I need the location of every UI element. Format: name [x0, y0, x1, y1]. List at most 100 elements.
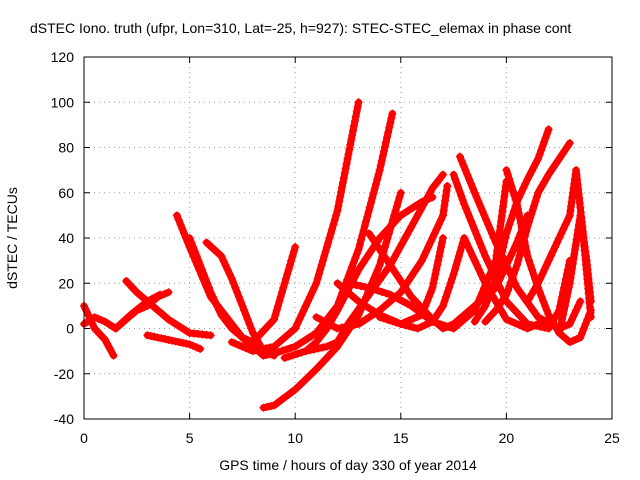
data-point	[392, 318, 401, 327]
data-point	[310, 283, 319, 292]
series-4	[143, 331, 205, 353]
data-point	[143, 331, 152, 340]
data-point	[346, 321, 355, 330]
data-point	[449, 170, 458, 179]
data-point	[440, 201, 449, 210]
data-point	[417, 256, 426, 265]
data-point	[342, 159, 351, 168]
data-point	[391, 206, 400, 215]
data-point	[579, 324, 588, 333]
data-point	[282, 345, 291, 354]
data-point	[509, 187, 517, 196]
data-point	[318, 256, 327, 265]
data-point	[500, 311, 509, 320]
data-point	[285, 261, 294, 270]
data-point	[540, 265, 549, 274]
data-point	[500, 192, 509, 201]
data-point	[492, 270, 501, 279]
data-point	[573, 230, 582, 239]
data-point	[482, 215, 491, 224]
data-point	[245, 345, 254, 354]
data-point	[324, 319, 333, 328]
data-point	[510, 319, 519, 328]
data-point	[568, 259, 577, 268]
data-point	[275, 297, 284, 306]
data-point	[393, 248, 402, 257]
data-point	[560, 301, 569, 310]
data-point	[497, 217, 506, 226]
data-point	[420, 252, 429, 261]
data-point	[576, 297, 585, 306]
data-point	[474, 234, 483, 243]
data-point	[384, 128, 393, 137]
data-point	[540, 323, 549, 332]
data-point	[349, 258, 358, 267]
data-point	[332, 211, 341, 220]
data-point	[565, 279, 574, 288]
data-point	[400, 235, 409, 244]
data-point	[495, 261, 504, 270]
data-point	[316, 265, 325, 274]
chart-title: dSTEC Iono. truth (ufpr, Lon=310, Lat=-2…	[30, 20, 571, 36]
data-point	[354, 98, 363, 107]
data-point	[187, 238, 196, 247]
data-point	[356, 281, 365, 290]
data-point	[495, 226, 504, 235]
data-point	[293, 349, 302, 358]
y-tick-label: 100	[51, 94, 75, 110]
data-point	[192, 343, 201, 352]
data-point	[506, 277, 515, 286]
data-point	[529, 162, 538, 171]
data-point	[470, 256, 479, 265]
data-point	[570, 250, 579, 259]
data-point	[417, 322, 426, 331]
data-point	[160, 335, 169, 344]
data-point	[501, 234, 510, 242]
data-point	[346, 267, 355, 276]
data-point	[503, 170, 512, 179]
data-point	[457, 243, 466, 252]
data-point	[537, 292, 546, 301]
data-point	[348, 262, 357, 271]
y-tick-label: 60	[58, 185, 74, 201]
data-point	[376, 161, 385, 170]
data-point	[519, 233, 528, 242]
data-point	[490, 295, 499, 304]
data-point	[571, 240, 580, 249]
data-point	[428, 283, 437, 292]
data-point	[305, 372, 314, 381]
data-point	[576, 211, 585, 220]
data-point	[313, 274, 322, 283]
data-point	[322, 342, 331, 351]
data-point	[514, 256, 523, 265]
data-point	[338, 178, 347, 187]
data-point	[388, 317, 397, 326]
data-point	[548, 247, 557, 256]
data-point	[538, 270, 547, 279]
data-point	[157, 334, 166, 343]
data-point	[394, 295, 403, 304]
data-point	[272, 306, 281, 315]
data-point	[498, 247, 507, 256]
data-point	[434, 256, 443, 265]
data-point	[496, 221, 505, 230]
data-point	[382, 289, 391, 298]
data-point	[274, 301, 283, 310]
data-point	[234, 341, 243, 350]
data-point	[443, 288, 452, 297]
data-point	[329, 339, 338, 348]
data-point	[525, 256, 534, 265]
data-point	[297, 310, 306, 319]
data-point	[196, 344, 205, 353]
data-point	[430, 229, 439, 238]
data-point	[472, 193, 481, 202]
data-point	[351, 112, 360, 121]
data-point	[371, 270, 380, 279]
data-point	[208, 292, 217, 301]
data-point	[463, 208, 472, 217]
data-point	[428, 193, 437, 202]
data-point	[409, 323, 418, 332]
data-point	[523, 319, 532, 328]
data-point	[474, 265, 483, 274]
